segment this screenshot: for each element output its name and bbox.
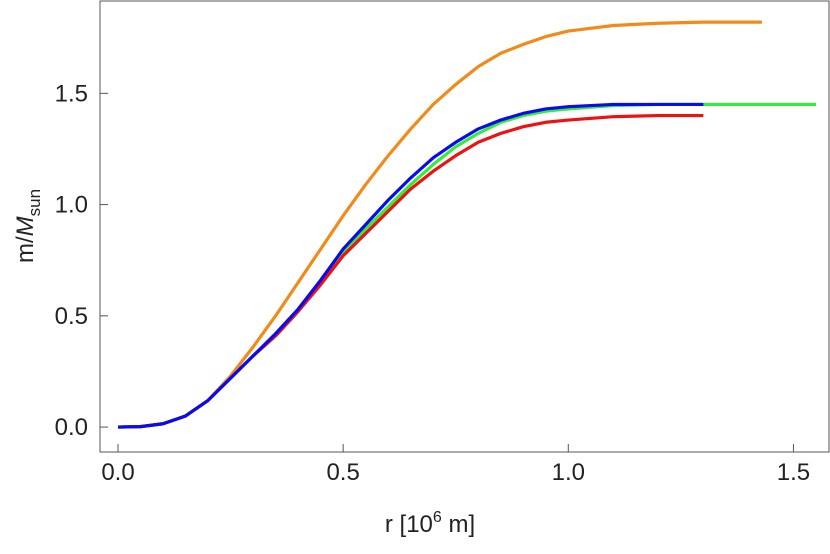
x-tick-label: 0.5 (326, 459, 359, 486)
x-label-part: m] (442, 511, 475, 538)
series-line (117, 102, 816, 429)
y-tick-label: 0.0 (55, 414, 88, 441)
x-axis-label: r [106 m] (385, 509, 475, 538)
y-tick-label: 1.0 (55, 192, 88, 219)
y-label-part: m/ (12, 236, 39, 263)
y-axis-label: m/Msun (12, 189, 44, 263)
y-tick-label: 1.5 (55, 80, 88, 107)
x-tick-label: 1.5 (777, 459, 810, 486)
series-line (117, 102, 704, 429)
y-tick-label: 0.5 (55, 303, 88, 330)
y-label-part: M (12, 216, 39, 236)
x-tick-label: 1.0 (552, 459, 585, 486)
series-line (117, 20, 762, 429)
y-label-sub: sun (25, 189, 44, 216)
x-tick-label: 0.0 (101, 459, 134, 486)
x-label-part: r [10 (385, 511, 433, 538)
series-line (117, 113, 704, 429)
plot-frame (99, 0, 830, 453)
x-label-sup: 6 (433, 509, 442, 526)
